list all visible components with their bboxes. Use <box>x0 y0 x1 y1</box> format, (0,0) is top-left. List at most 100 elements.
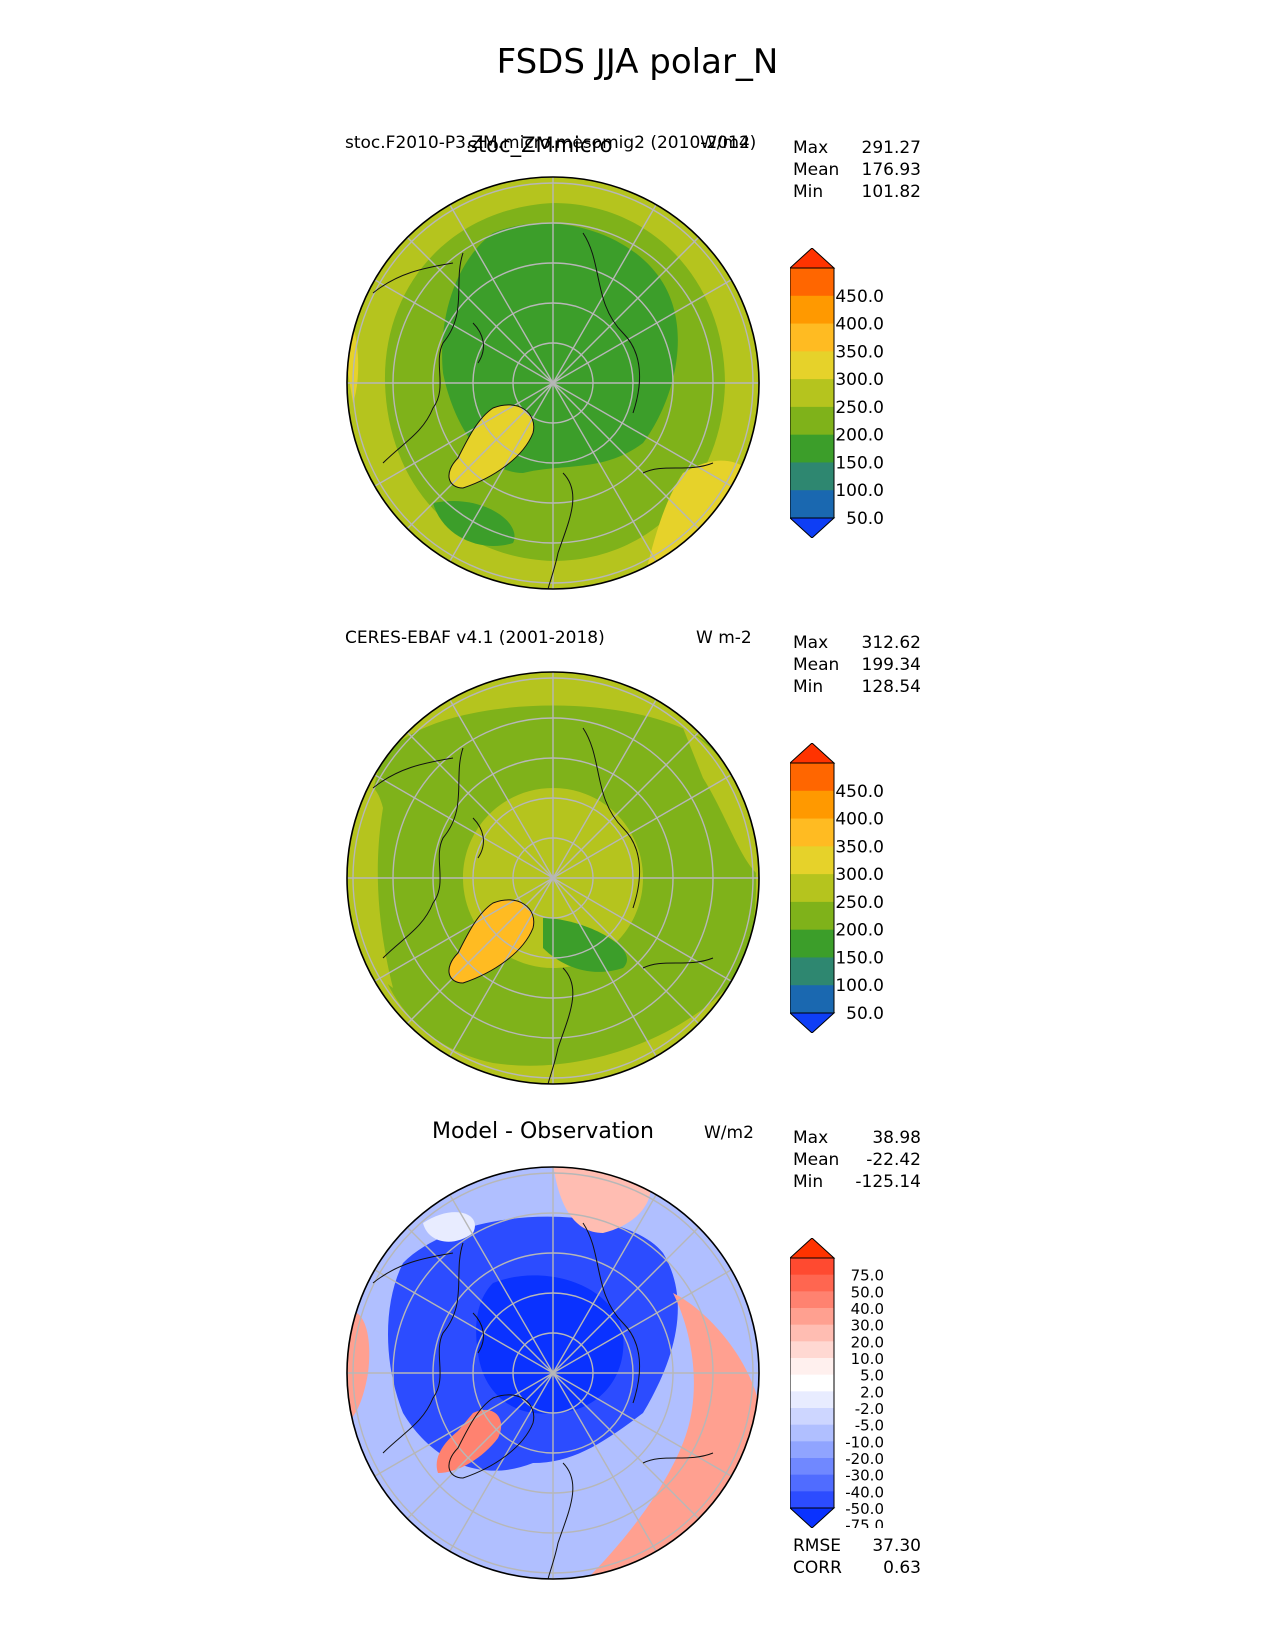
coastlines <box>372 232 714 590</box>
panel-model-title-left: stoc.F2010-P3.ZM.micro.mesomig2 (2010-20… <box>345 133 757 153</box>
colorbar-extend-top <box>790 743 836 764</box>
colorbar-tick-label: 200.0 <box>835 921 884 941</box>
colorbar-tick-label: 10.0 <box>851 1350 884 1368</box>
field-yellow-rim-2 <box>683 728 759 878</box>
colorbar-segment <box>790 462 834 491</box>
field-greenland <box>448 899 534 983</box>
colorbar-segment <box>790 1441 834 1459</box>
colorbar-tick-label: 20.0 <box>851 1333 884 1351</box>
colorbar-segment <box>790 434 834 463</box>
coastlines <box>372 1222 714 1580</box>
max-label: Max <box>793 138 829 158</box>
colorbar-tick-label: -30.0 <box>845 1467 884 1485</box>
max-value: 38.98 <box>872 1128 921 1148</box>
colorbar-segment <box>790 957 834 986</box>
colorbar-tick-label: -40.0 <box>845 1483 884 1501</box>
colorbar-extend-top <box>790 248 836 269</box>
colorbar-segment <box>790 1341 834 1359</box>
colorbar-segment <box>790 985 834 1014</box>
colorbar-tick-label: -2.0 <box>855 1400 884 1418</box>
colorbar-tick-label: 0.0 <box>857 1032 884 1033</box>
polar-map-obs <box>346 671 760 1085</box>
panel-diff-units: W/m2 <box>704 1123 754 1143</box>
colorbar-segment <box>790 1491 834 1509</box>
colorbar-tick-label: -20.0 <box>845 1450 884 1468</box>
colorbar-segment <box>790 295 834 325</box>
figure-title: FSDS JJA polar_N <box>496 42 779 82</box>
colorbar-segment <box>790 1308 834 1326</box>
polar-map-model <box>346 176 760 590</box>
mean-value: 176.93 <box>861 160 921 180</box>
colorbar-tick-label: 0.0 <box>857 537 884 538</box>
panel-obs-units: W m-2 <box>696 628 752 648</box>
colorbar-tick-label: 350.0 <box>835 837 884 857</box>
colorbar-tick-label: 100.0 <box>835 976 884 996</box>
mean-label: Mean <box>793 655 840 675</box>
field-white-patch <box>423 1212 475 1242</box>
panel-model-title-center: stoc_ZMmicro <box>467 133 613 157</box>
min-value: -125.14 <box>855 1172 921 1192</box>
colorbar-frame <box>790 267 835 519</box>
colorbar-diff: 75.050.040.030.020.010.05.02.0-2.0-5.0-1… <box>790 1238 884 1528</box>
colorbar-segment <box>790 1458 834 1476</box>
map-boundary <box>346 1166 760 1580</box>
field-green-patch-2 <box>433 501 515 547</box>
colorbar-segment <box>790 1424 834 1442</box>
colorbar-tick-label: 350.0 <box>835 342 884 362</box>
colorbar-tick-label: -5.0 <box>855 1417 884 1435</box>
colorbar-segment <box>790 323 834 352</box>
corr-label: CORR <box>793 1558 842 1578</box>
colorbar-tick-label: 2.0 <box>860 1383 884 1401</box>
colorbar-tick-label: 100.0 <box>835 481 884 501</box>
min-label: Min <box>793 1172 824 1192</box>
map-boundary <box>346 671 760 1085</box>
colorbar-extend-bottom <box>790 1507 836 1528</box>
field-green-patch <box>543 918 627 972</box>
min-label: Min <box>793 182 824 202</box>
colorbar-tick-label: 50.0 <box>846 1004 884 1024</box>
colorbar-extend-top <box>790 1238 836 1259</box>
colorbar-segment <box>790 1391 834 1409</box>
field-greenland <box>448 404 534 488</box>
panel-obs-stats: Max 312.62 Mean 199.34 Min 128.54 <box>793 632 921 698</box>
colorbar-segment <box>790 1474 834 1492</box>
colorbar-tick-label: 300.0 <box>835 865 884 885</box>
colorbar-tick-label: 300.0 <box>835 370 884 390</box>
mean-value: 199.34 <box>861 655 921 675</box>
min-value: 128.54 <box>861 677 921 697</box>
colorbar-segment <box>790 1408 834 1426</box>
rmse-value: 37.30 <box>872 1536 921 1556</box>
colorbar-tick-label: 50.0 <box>846 509 884 529</box>
colorbar-segment <box>790 1274 834 1292</box>
max-value: 312.62 <box>861 633 921 653</box>
colorbar-extend-bottom <box>790 1012 836 1033</box>
graticule <box>347 1167 759 1579</box>
panel-model-units: W/m2 <box>700 133 750 153</box>
colorbar-tick-label: 150.0 <box>835 453 884 473</box>
panel-obs-title-left: CERES-EBAF v4.1 (2001-2018) <box>345 628 605 648</box>
colorbar-segment <box>790 1324 834 1342</box>
colorbar-tick-label: 150.0 <box>835 948 884 968</box>
colorbar-tick-label: 5.0 <box>860 1367 884 1385</box>
colorbar-segment <box>790 379 834 408</box>
colorbar-segment <box>790 1258 834 1276</box>
graticule <box>347 672 759 1084</box>
panel-diff-footer-stats: RMSE 37.30 CORR 0.63 <box>793 1535 921 1579</box>
min-label: Min <box>793 677 824 697</box>
polar-map-diff <box>346 1166 760 1580</box>
colorbar-tick-label: 450.0 <box>835 287 884 307</box>
panel-diff-stats: Max 38.98 Mean -22.42 Min -125.14 <box>793 1127 921 1193</box>
field-yellow-edge-2 <box>347 303 359 403</box>
colorbar-frame <box>790 1257 835 1509</box>
colorbar-segment <box>790 929 834 958</box>
colorbar-segment <box>790 763 834 792</box>
colorbar-segment <box>790 874 834 903</box>
map-boundary <box>346 176 760 590</box>
rmse-label: RMSE <box>793 1536 842 1556</box>
panel-obs: CERES-EBAF v4.1 (2001-2018) W m-2 Max 312… <box>0 628 1275 1148</box>
mean-label: Mean <box>793 160 840 180</box>
colorbar-tick-label: 40.0 <box>851 1300 884 1318</box>
max-label: Max <box>793 1128 829 1148</box>
colorbar-segment <box>790 1291 834 1309</box>
graticule <box>347 177 759 589</box>
